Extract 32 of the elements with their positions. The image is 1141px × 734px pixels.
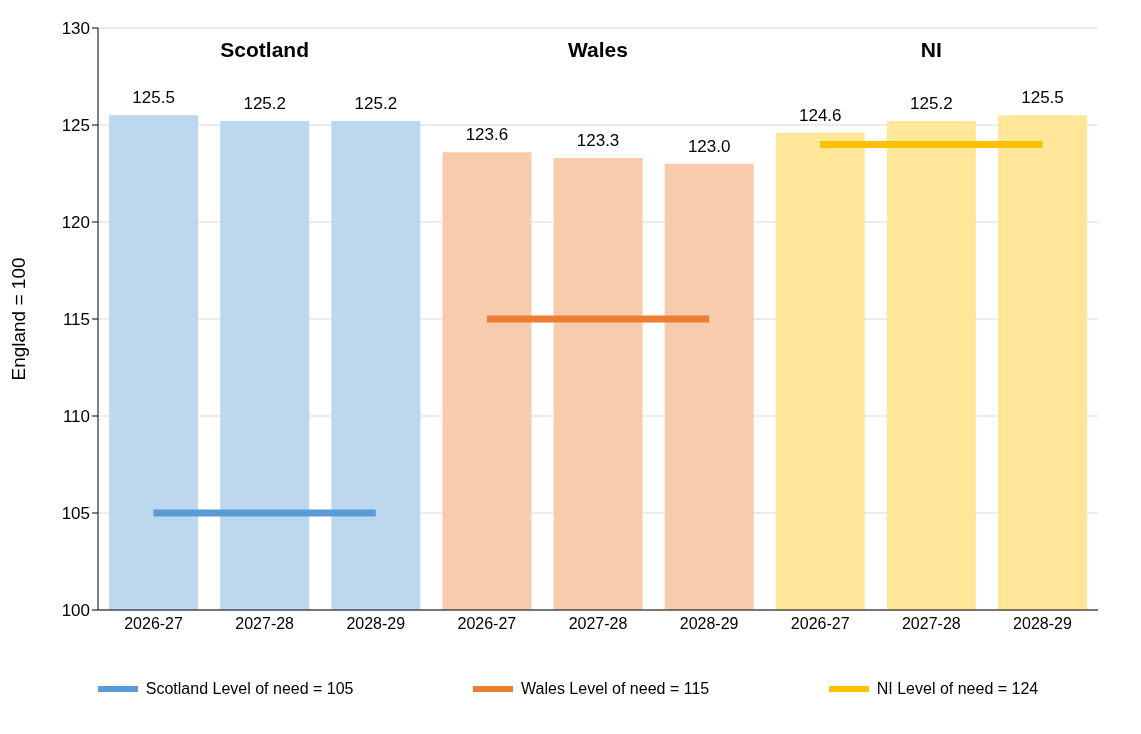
- x-tick-label: 2028-29: [679, 615, 739, 633]
- x-tick-label: 2028-29: [346, 615, 406, 633]
- annotation: Wales: [567, 38, 629, 62]
- x-tick-label: 2026-27: [124, 615, 184, 633]
- x-tick-label: 2026-27: [457, 615, 517, 633]
- y-axis-title: England = 100: [7, 257, 29, 381]
- x-tick-label: 2026-27: [790, 615, 850, 633]
- y-tick-label: 120: [61, 213, 90, 233]
- legend-label: NI Level of need = 124: [876, 680, 1039, 698]
- y-tick-label: 100: [61, 601, 90, 621]
- x-tick-label: 2027-28: [901, 615, 961, 633]
- data-label: 123.6: [465, 125, 509, 145]
- annotation: Scotland: [219, 38, 310, 62]
- data-label: 123.3: [576, 130, 620, 150]
- y-tick-label: 125: [61, 116, 90, 136]
- x-tick-label: 2028-29: [1013, 615, 1072, 633]
- x-tick-label: 2027-28: [568, 615, 628, 633]
- annotation: NI: [919, 38, 943, 62]
- y-tick-label: 115: [62, 310, 90, 330]
- y-tick-label: 110: [62, 407, 90, 427]
- data-label: 125.2: [354, 94, 398, 114]
- y-tick-label: 105: [61, 504, 90, 524]
- legend-label: Wales Level of need = 115: [521, 680, 710, 698]
- y-tick-label: 130: [61, 19, 90, 39]
- data-label: 125.2: [910, 94, 953, 114]
- data-label: 125.2: [243, 94, 286, 114]
- data-label: 123.0: [687, 136, 731, 156]
- legend-label: Scotland Level of need = 105: [145, 680, 354, 698]
- data-label: 124.6: [799, 105, 842, 125]
- x-tick-label: 2027-28: [235, 615, 295, 633]
- data-label: 125.5: [1021, 88, 1064, 108]
- data-label: 125.5: [132, 88, 175, 108]
